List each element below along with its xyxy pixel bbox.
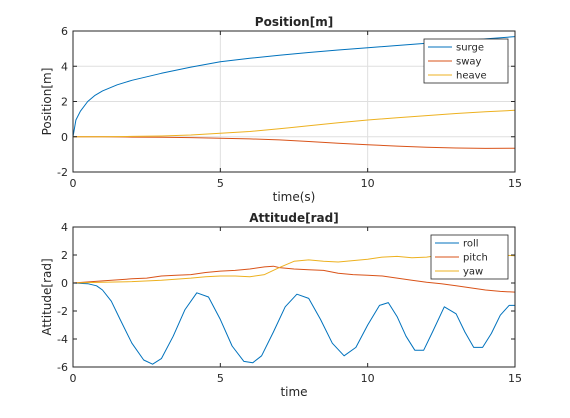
subplot-1-x-tick-label: 5 — [217, 177, 224, 190]
subplot-2-y-axis-label: Attitude[rad] — [40, 258, 54, 335]
subplot-1-legend-label-surge: surge — [456, 43, 484, 54]
subplot-2-x-tick-label: 5 — [217, 372, 224, 385]
subplot-2-y-tick-label: -6 — [57, 361, 68, 374]
subplot-2-legend-label-yaw: yaw — [463, 267, 483, 278]
subplot-2-title: Attitude[rad] — [249, 211, 338, 225]
subplot-2-y-tick-label: 2 — [61, 249, 68, 262]
subplot-1-y-tick-label: -2 — [57, 166, 68, 179]
subplot-2-legend-label-pitch: pitch — [463, 253, 488, 264]
subplot-2-y-tick-label: -2 — [57, 305, 68, 318]
subplot-1-x-tick-label: 15 — [508, 177, 522, 190]
subplot-2-x-axis-label: time — [280, 385, 307, 399]
subplot-1-x-tick-label: 0 — [70, 177, 77, 190]
subplot-1-x-axis-label: time(s) — [273, 190, 316, 204]
subplot-2-x-tick-label: 0 — [70, 372, 77, 385]
subplot-1-y-tick-label: 6 — [61, 25, 68, 38]
subplot-2-y-tick-label: 0 — [61, 277, 68, 290]
subplot-2-x-tick-label: 15 — [508, 372, 522, 385]
subplot-1-y-tick-label: 4 — [61, 60, 68, 73]
subplot-1-title: Position[m] — [255, 15, 333, 29]
subplot-1-legend-label-sway: sway — [456, 57, 482, 68]
subplot-1-y-axis-label: Position[m] — [40, 68, 54, 136]
subplot-2-y-tick-label: 4 — [61, 221, 68, 234]
subplot-1-x-tick-label: 10 — [361, 177, 375, 190]
subplot-1-y-tick-label: 0 — [61, 131, 68, 144]
subplot-1-legend-label-heave: heave — [456, 71, 487, 82]
subplot-2-x-tick-label: 10 — [361, 372, 375, 385]
subplot-1-y-tick-label: 2 — [61, 96, 68, 109]
subplot-2-legend-label-roll: roll — [463, 239, 479, 250]
subplot-2-y-tick-label: -4 — [57, 333, 68, 346]
